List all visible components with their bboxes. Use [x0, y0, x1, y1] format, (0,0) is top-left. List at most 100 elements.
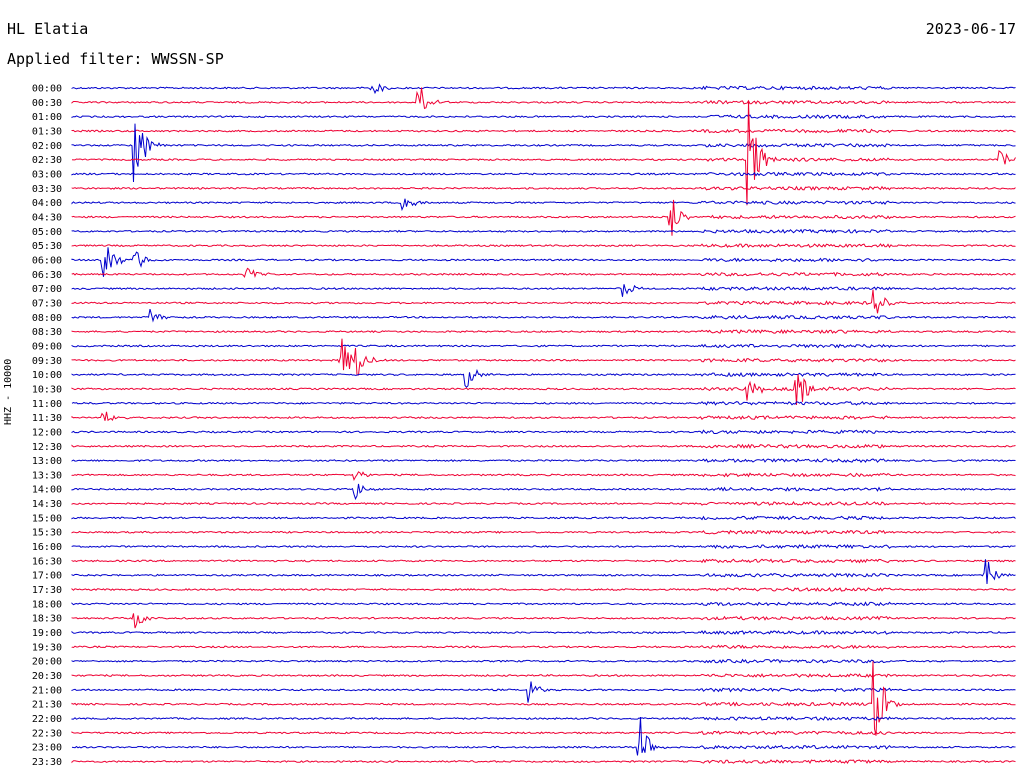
trace-line: [71, 458, 1016, 463]
time-tick-label: 09:00: [32, 341, 62, 352]
time-tick-label: 22:30: [32, 728, 62, 739]
time-tick-label: 01:00: [32, 112, 62, 123]
trace-line: [71, 529, 1016, 535]
time-tick-label: 23:30: [32, 757, 62, 768]
trace-line: [71, 730, 1016, 736]
trace-line: [71, 343, 1016, 349]
time-tick-label: 23:00: [32, 743, 62, 754]
time-tick-label: 05:00: [32, 227, 62, 238]
trace-line: [71, 601, 1016, 607]
trace-line: [71, 284, 1016, 297]
filter-label: Applied filter: WWSSN-SP: [7, 50, 224, 68]
record-date: 2023-06-17: [925, 20, 1016, 38]
trace-line: [71, 171, 1016, 177]
trace-line: [71, 83, 1016, 95]
time-tick-label: 17:00: [32, 571, 62, 582]
trace-line: [71, 329, 1016, 335]
time-tick-label: 00:30: [32, 98, 62, 109]
trace-line: [71, 185, 1016, 191]
trace-line: [71, 289, 1016, 314]
time-tick-label: 15:00: [32, 513, 62, 524]
trace-line: [71, 630, 1016, 635]
trace-line: [71, 338, 1016, 376]
time-tick-label: 13:30: [32, 470, 62, 481]
time-tick-label: 16:30: [32, 556, 62, 567]
trace-line: [71, 483, 1016, 501]
trace-line: [71, 471, 1016, 482]
time-tick-label: 20:30: [32, 671, 62, 682]
trace-line: [71, 228, 1016, 234]
trace-line: [71, 411, 1016, 422]
time-tick-label: 01:30: [32, 126, 62, 137]
trace-line: [71, 661, 1016, 736]
trace-line: [71, 243, 1016, 249]
time-tick-label: 08:30: [32, 327, 62, 338]
trace-line: [71, 128, 1016, 134]
trace-line: [71, 515, 1016, 521]
time-tick-label: 17:30: [32, 585, 62, 596]
time-tick-label: 16:00: [32, 542, 62, 553]
time-tick-label: 03:00: [32, 169, 62, 180]
time-tick-label: 12:30: [32, 442, 62, 453]
time-tick-label: 07:30: [32, 298, 62, 309]
time-tick-label: 19:00: [32, 628, 62, 639]
time-tick-label: 21:00: [32, 685, 62, 696]
trace-line: [71, 429, 1016, 435]
time-tick-label: 05:30: [32, 241, 62, 252]
trace-line: [71, 658, 1016, 664]
trace-line: [71, 87, 1016, 110]
trace-line: [71, 587, 1016, 592]
time-tick-label: 06:00: [32, 255, 62, 266]
time-tick-label: 08:00: [32, 313, 62, 324]
trace-line: [71, 114, 1016, 120]
trace-line: [71, 199, 1016, 236]
trace-line: [71, 759, 1016, 765]
trace-line: [71, 267, 1016, 279]
time-tick-label: 18:30: [32, 614, 62, 625]
time-tick-label: 04:00: [32, 198, 62, 209]
trace-line: [71, 198, 1016, 212]
trace-line: [71, 308, 1016, 323]
trace-line: [71, 443, 1016, 449]
time-tick-label: 07:00: [32, 284, 62, 295]
trace-line: [71, 123, 1016, 183]
trace-line: [71, 400, 1016, 406]
trace-line: [71, 544, 1016, 550]
time-tick-label: 21:30: [32, 700, 62, 711]
time-tick-label: 14:00: [32, 485, 62, 496]
time-tick-label: 11:00: [32, 399, 62, 410]
trace-line: [71, 716, 1016, 721]
trace-line: [71, 501, 1016, 507]
time-tick-label: 20:00: [32, 657, 62, 668]
trace-line: [71, 374, 1016, 406]
trace-line: [71, 644, 1016, 650]
time-tick-label: 22:00: [32, 714, 62, 725]
trace-line: [71, 716, 1016, 756]
trace-line: [71, 368, 1016, 388]
time-tick-label: 02:00: [32, 141, 62, 152]
trace-line: [71, 100, 1016, 206]
trace-line: [71, 681, 1016, 703]
trace-line: [71, 673, 1016, 678]
time-tick-label: 19:30: [32, 642, 62, 653]
time-tick-label: 18:00: [32, 599, 62, 610]
trace-line: [71, 613, 1016, 629]
time-tick-label: 10:30: [32, 384, 62, 395]
time-tick-label: 02:30: [32, 155, 62, 166]
time-tick-label: 06:30: [32, 270, 62, 281]
trace-line: [71, 247, 1016, 277]
time-tick-label: 09:30: [32, 356, 62, 367]
time-tick-label: 00:00: [32, 84, 62, 95]
trace-line: [71, 559, 1016, 585]
time-tick-label: 03:30: [32, 184, 62, 195]
time-tick-label: 15:30: [32, 528, 62, 539]
time-tick-label: 13:00: [32, 456, 62, 467]
time-tick-label: 11:30: [32, 413, 62, 424]
trace-line: [71, 558, 1016, 564]
time-tick-label: 04:30: [32, 212, 62, 223]
time-tick-label: 12:00: [32, 427, 62, 438]
time-tick-label: 10:00: [32, 370, 62, 381]
station-name: HL Elatia: [7, 20, 89, 38]
time-tick-label: 14:30: [32, 499, 62, 510]
